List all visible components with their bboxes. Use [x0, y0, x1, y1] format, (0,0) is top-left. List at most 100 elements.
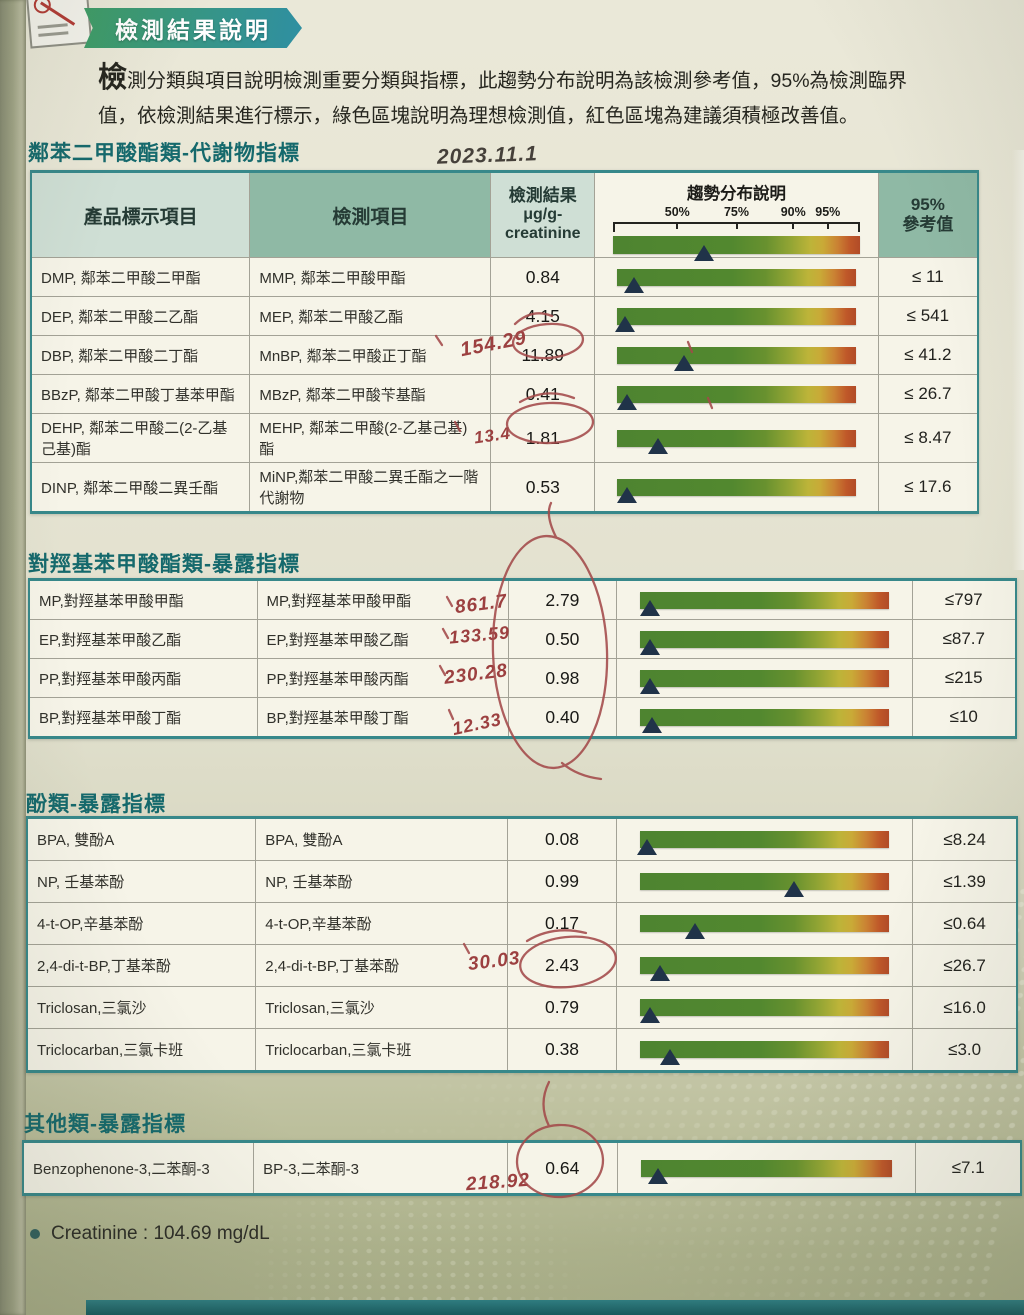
- intro-dropcap: 檢: [98, 62, 127, 94]
- tick-label-50: 50%: [665, 205, 690, 219]
- reference-value: ≤26.7: [912, 945, 1016, 986]
- result-value: 0.79: [507, 987, 616, 1028]
- trend-marker-icon: [674, 354, 695, 371]
- trend-cell: [594, 463, 878, 511]
- trend-marker-icon: [647, 437, 668, 454]
- product-cell: EP,對羥基苯甲酸乙酯: [30, 620, 257, 658]
- test-item-cell: Triclocarban,三氯卡班: [255, 1029, 507, 1070]
- trend-marker-icon: [624, 276, 645, 293]
- page-title-ribbon: 檢測結果說明: [84, 8, 302, 48]
- legend-gradient-bar: [613, 236, 860, 261]
- trend-cell: [616, 1143, 916, 1193]
- tick-label-95: 95%: [815, 205, 840, 219]
- product-cell: 2,4-di-t-BP,丁基苯酚: [28, 945, 255, 986]
- section-title: 酚類-暴露指標: [26, 788, 166, 818]
- trend-cell: [594, 375, 878, 413]
- header-result-line2: μg/g-: [523, 206, 562, 225]
- test-item-cell: BPA, 雙酚A: [255, 819, 507, 860]
- trend-scale-ruler: 50% 75% 90% 95%: [613, 204, 860, 234]
- table-header-row: 產品標示項目 檢測項目 檢測結果 μg/g- creatinine 趨勢分布說明…: [32, 173, 977, 261]
- trend-marker-icon: [659, 1049, 680, 1065]
- scale-tick: [826, 222, 829, 229]
- reference-value: ≤10: [911, 698, 1015, 736]
- trend-gradient-bar: [639, 630, 889, 655]
- scale-tick: [792, 222, 795, 229]
- trend-marker-icon: [639, 677, 660, 694]
- scale-tick: [676, 222, 679, 229]
- trend-cell: [594, 414, 878, 462]
- test-item-cell: MnBP, 鄰苯二甲酸正丁酯: [249, 336, 490, 374]
- header-ref: 95% 參考值: [877, 173, 977, 257]
- product-cell: DMP, 鄰苯二甲酸二甲酯: [32, 258, 249, 296]
- trend-cell: [594, 336, 878, 374]
- table-row: BPA, 雙酚ABPA, 雙酚A0.08≤8.24: [28, 819, 1016, 860]
- test-item-cell: MP,對羥基苯甲酸甲酯: [256, 581, 508, 619]
- trend-gradient-bar: [639, 591, 889, 616]
- page-right-edge-highlight: [1012, 150, 1024, 570]
- trend-cell: [615, 861, 912, 902]
- product-cell: Triclosan,三氯沙: [28, 987, 255, 1028]
- creatinine-value: Creatinine : 104.69 mg/dL: [51, 1223, 270, 1245]
- table-row: NP, 壬基苯酚NP, 壬基苯酚0.99≤1.39: [28, 860, 1016, 902]
- product-cell: Benzophenone-3,二苯酮-3: [24, 1143, 253, 1193]
- trend-gradient-bar: [617, 478, 856, 503]
- reference-value: ≤3.0: [912, 1029, 1016, 1070]
- trend-marker-icon: [639, 1007, 660, 1023]
- header-ref-line1: 95%: [911, 195, 945, 215]
- table-row: DBP, 鄰苯二甲酸二丁酯MnBP, 鄰苯二甲酸正丁酯11.89≤ 41.2: [32, 335, 977, 374]
- reference-value: ≤ 41.2: [877, 336, 977, 374]
- legend-marker-icon: [694, 245, 715, 261]
- header-ref-line2: 參考值: [902, 215, 953, 235]
- table-row: DINP, 鄰苯二甲酸二異壬酯MiNP,鄰苯二甲酸二異壬酯之一階代謝物0.53 ≤…: [32, 462, 977, 511]
- test-item-cell: EP,對羥基苯甲酸乙酯: [256, 620, 508, 658]
- reference-value: ≤1.39: [912, 861, 1016, 902]
- trend-marker-icon: [648, 1167, 669, 1184]
- result-value: 0.99: [507, 861, 616, 902]
- trend-marker-icon: [642, 716, 663, 733]
- trend-marker-icon: [649, 965, 670, 981]
- table-row: BBzP, 鄰苯二甲酸丁基苯甲酯MBzP, 鄰苯二甲酸苄基酯0.41≤ 26.7: [32, 374, 977, 413]
- header-product: 產品標示項目: [32, 173, 250, 257]
- trend-marker-icon: [637, 839, 658, 855]
- product-cell: PP,對羥基苯甲酸丙酯: [30, 659, 257, 697]
- trend-gradient-bar: [617, 346, 856, 371]
- product-cell: BBzP, 鄰苯二甲酸丁基苯甲酯: [32, 375, 249, 413]
- intro-text: 測分類與項目說明檢測重要分類與指標，此趨勢分布說明為該檢測參考值，95%為檢測臨…: [98, 70, 907, 127]
- product-cell: BP,對羥基苯甲酸丁酯: [30, 698, 257, 736]
- trend-cell: [615, 1029, 912, 1070]
- test-item-cell: MEP, 鄰苯二甲酸乙酯: [249, 297, 490, 335]
- table-body: Benzophenone-3,二苯酮-3BP-3,二苯酮-30.64≤7.1: [24, 1143, 1020, 1193]
- table-row: Triclocarban,三氯卡班Triclocarban,三氯卡班0.38≤3…: [28, 1028, 1016, 1070]
- creatinine-footer: Creatinine : 104.69 mg/dL: [30, 1223, 270, 1245]
- table-row: DMP, 鄰苯二甲酸二甲酯MMP, 鄰苯二甲酸甲酯0.84 ≤ 11: [32, 258, 977, 296]
- product-cell: DEHP, 鄰苯二甲酸二(2-乙基己基)酯: [32, 414, 249, 462]
- section-title: 鄰苯二甲酸酯類-代謝物指標: [28, 137, 300, 167]
- tick-label-75: 75%: [724, 205, 749, 219]
- trend-marker-icon: [639, 599, 660, 616]
- reference-value: ≤7.1: [915, 1143, 1020, 1193]
- trend-marker-icon: [617, 486, 637, 503]
- trend-cell: [616, 698, 912, 736]
- table-section-1: 產品標示項目 檢測項目 檢測結果 μg/g- creatinine 趨勢分布說明…: [30, 170, 979, 514]
- result-value: 0.84: [490, 258, 594, 296]
- test-item-cell: Triclosan,三氯沙: [255, 987, 507, 1028]
- trend-cell: [594, 297, 878, 335]
- product-cell: Triclocarban,三氯卡班: [28, 1029, 255, 1070]
- reference-value: ≤797: [911, 581, 1015, 619]
- test-item-cell: MMP, 鄰苯二甲酸甲酯: [249, 258, 490, 296]
- trend-marker-icon: [684, 923, 705, 939]
- trend-cell: [615, 987, 912, 1028]
- header-result-line1: 檢測結果: [509, 186, 577, 206]
- trend-gradient-bar: [617, 429, 856, 454]
- trend-marker-icon: [784, 881, 805, 897]
- trend-gradient-bar: [639, 873, 890, 897]
- header-test: 檢測項目: [249, 173, 491, 257]
- section-title: 對羥基苯甲酸酯類-暴露指標: [28, 548, 300, 578]
- trend-gradient-bar: [639, 669, 889, 694]
- header-result: 檢測結果 μg/g- creatinine: [490, 173, 595, 257]
- trend-marker-icon: [617, 393, 637, 410]
- trend-legend-title: 趨勢分布說明: [687, 180, 786, 204]
- table-row: Benzophenone-3,二苯酮-3BP-3,二苯酮-30.64≤7.1: [24, 1143, 1020, 1193]
- scale-line: [613, 222, 860, 233]
